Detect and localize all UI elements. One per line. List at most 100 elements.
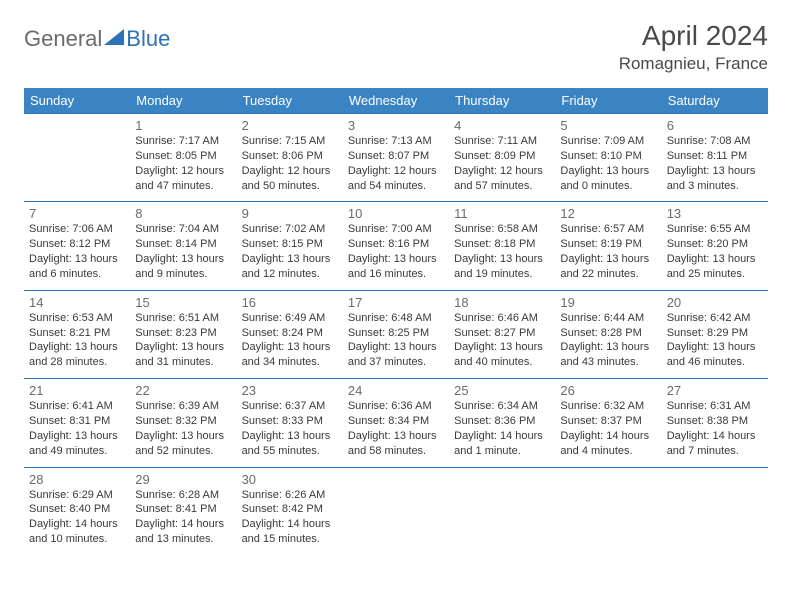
day-info: Sunrise: 6:41 AMSunset: 8:31 PMDaylight:… [29, 399, 125, 458]
day-number: 3 [348, 118, 444, 133]
day-info: Sunrise: 6:42 AMSunset: 8:29 PMDaylight:… [667, 311, 763, 370]
day-number: 15 [135, 295, 231, 310]
header: General Blue April 2024 Romagnieu, Franc… [24, 20, 768, 74]
weekday-header: Thursday [449, 88, 555, 114]
calendar-cell: 29Sunrise: 6:28 AMSunset: 8:41 PMDayligh… [130, 467, 236, 555]
day-info: Sunrise: 6:28 AMSunset: 8:41 PMDaylight:… [135, 488, 231, 547]
calendar-cell: 10Sunrise: 7:00 AMSunset: 8:16 PMDayligh… [343, 202, 449, 290]
calendar-cell: 7Sunrise: 7:06 AMSunset: 8:12 PMDaylight… [24, 202, 130, 290]
day-number: 28 [29, 472, 125, 487]
calendar-cell [24, 114, 130, 202]
day-number: 29 [135, 472, 231, 487]
day-info: Sunrise: 6:51 AMSunset: 8:23 PMDaylight:… [135, 311, 231, 370]
calendar-cell: 17Sunrise: 6:48 AMSunset: 8:25 PMDayligh… [343, 290, 449, 378]
day-number: 8 [135, 206, 231, 221]
day-info: Sunrise: 7:06 AMSunset: 8:12 PMDaylight:… [29, 222, 125, 281]
calendar-cell [343, 467, 449, 555]
title-block: April 2024 Romagnieu, France [619, 20, 768, 74]
day-number: 19 [560, 295, 656, 310]
day-info: Sunrise: 6:53 AMSunset: 8:21 PMDaylight:… [29, 311, 125, 370]
calendar-cell: 3Sunrise: 7:13 AMSunset: 8:07 PMDaylight… [343, 114, 449, 202]
day-number: 9 [242, 206, 338, 221]
day-number: 23 [242, 383, 338, 398]
day-info: Sunrise: 6:37 AMSunset: 8:33 PMDaylight:… [242, 399, 338, 458]
day-info: Sunrise: 6:57 AMSunset: 8:19 PMDaylight:… [560, 222, 656, 281]
calendar-week-row: 14Sunrise: 6:53 AMSunset: 8:21 PMDayligh… [24, 290, 768, 378]
day-number: 16 [242, 295, 338, 310]
calendar-cell: 26Sunrise: 6:32 AMSunset: 8:37 PMDayligh… [555, 379, 661, 467]
calendar-cell: 13Sunrise: 6:55 AMSunset: 8:20 PMDayligh… [662, 202, 768, 290]
calendar-cell: 5Sunrise: 7:09 AMSunset: 8:10 PMDaylight… [555, 114, 661, 202]
day-number: 18 [454, 295, 550, 310]
calendar-cell: 11Sunrise: 6:58 AMSunset: 8:18 PMDayligh… [449, 202, 555, 290]
calendar-cell: 15Sunrise: 6:51 AMSunset: 8:23 PMDayligh… [130, 290, 236, 378]
day-number: 4 [454, 118, 550, 133]
calendar-cell [662, 467, 768, 555]
calendar-week-row: 7Sunrise: 7:06 AMSunset: 8:12 PMDaylight… [24, 202, 768, 290]
calendar-cell: 16Sunrise: 6:49 AMSunset: 8:24 PMDayligh… [237, 290, 343, 378]
calendar-cell: 25Sunrise: 6:34 AMSunset: 8:36 PMDayligh… [449, 379, 555, 467]
weekday-header: Friday [555, 88, 661, 114]
calendar-cell: 14Sunrise: 6:53 AMSunset: 8:21 PMDayligh… [24, 290, 130, 378]
calendar-cell: 20Sunrise: 6:42 AMSunset: 8:29 PMDayligh… [662, 290, 768, 378]
day-number: 26 [560, 383, 656, 398]
day-info: Sunrise: 6:49 AMSunset: 8:24 PMDaylight:… [242, 311, 338, 370]
day-info: Sunrise: 7:13 AMSunset: 8:07 PMDaylight:… [348, 134, 444, 193]
day-info: Sunrise: 7:17 AMSunset: 8:05 PMDaylight:… [135, 134, 231, 193]
calendar-cell: 28Sunrise: 6:29 AMSunset: 8:40 PMDayligh… [24, 467, 130, 555]
weekday-header: Wednesday [343, 88, 449, 114]
page-title: April 2024 [619, 20, 768, 52]
day-number: 25 [454, 383, 550, 398]
weekday-header: Tuesday [237, 88, 343, 114]
day-info: Sunrise: 6:31 AMSunset: 8:38 PMDaylight:… [667, 399, 763, 458]
calendar-cell: 22Sunrise: 6:39 AMSunset: 8:32 PMDayligh… [130, 379, 236, 467]
calendar-cell: 9Sunrise: 7:02 AMSunset: 8:15 PMDaylight… [237, 202, 343, 290]
weekday-header-row: SundayMondayTuesdayWednesdayThursdayFrid… [24, 88, 768, 114]
day-number: 17 [348, 295, 444, 310]
calendar-cell [555, 467, 661, 555]
logo-triangle-icon [104, 29, 124, 50]
calendar-week-row: 1Sunrise: 7:17 AMSunset: 8:05 PMDaylight… [24, 114, 768, 202]
calendar-cell: 6Sunrise: 7:08 AMSunset: 8:11 PMDaylight… [662, 114, 768, 202]
day-number: 27 [667, 383, 763, 398]
calendar-cell: 12Sunrise: 6:57 AMSunset: 8:19 PMDayligh… [555, 202, 661, 290]
day-info: Sunrise: 7:11 AMSunset: 8:09 PMDaylight:… [454, 134, 550, 193]
day-number: 2 [242, 118, 338, 133]
day-number: 10 [348, 206, 444, 221]
day-number: 11 [454, 206, 550, 221]
day-number: 24 [348, 383, 444, 398]
weekday-header: Sunday [24, 88, 130, 114]
calendar-cell: 23Sunrise: 6:37 AMSunset: 8:33 PMDayligh… [237, 379, 343, 467]
day-info: Sunrise: 6:39 AMSunset: 8:32 PMDaylight:… [135, 399, 231, 458]
day-number: 21 [29, 383, 125, 398]
day-number: 14 [29, 295, 125, 310]
day-number: 20 [667, 295, 763, 310]
day-number: 12 [560, 206, 656, 221]
day-number: 5 [560, 118, 656, 133]
location-label: Romagnieu, France [619, 54, 768, 74]
calendar-cell: 8Sunrise: 7:04 AMSunset: 8:14 PMDaylight… [130, 202, 236, 290]
day-number: 1 [135, 118, 231, 133]
day-info: Sunrise: 7:15 AMSunset: 8:06 PMDaylight:… [242, 134, 338, 193]
day-info: Sunrise: 6:26 AMSunset: 8:42 PMDaylight:… [242, 488, 338, 547]
calendar-week-row: 28Sunrise: 6:29 AMSunset: 8:40 PMDayligh… [24, 467, 768, 555]
calendar-cell: 24Sunrise: 6:36 AMSunset: 8:34 PMDayligh… [343, 379, 449, 467]
calendar-table: SundayMondayTuesdayWednesdayThursdayFrid… [24, 88, 768, 555]
day-number: 13 [667, 206, 763, 221]
day-number: 30 [242, 472, 338, 487]
day-info: Sunrise: 7:04 AMSunset: 8:14 PMDaylight:… [135, 222, 231, 281]
day-number: 22 [135, 383, 231, 398]
logo: General Blue [24, 20, 170, 52]
day-info: Sunrise: 6:32 AMSunset: 8:37 PMDaylight:… [560, 399, 656, 458]
logo-text-blue: Blue [126, 26, 170, 52]
day-info: Sunrise: 6:44 AMSunset: 8:28 PMDaylight:… [560, 311, 656, 370]
day-info: Sunrise: 6:46 AMSunset: 8:27 PMDaylight:… [454, 311, 550, 370]
calendar-cell: 30Sunrise: 6:26 AMSunset: 8:42 PMDayligh… [237, 467, 343, 555]
day-number: 7 [29, 206, 125, 221]
day-info: Sunrise: 6:55 AMSunset: 8:20 PMDaylight:… [667, 222, 763, 281]
day-info: Sunrise: 6:58 AMSunset: 8:18 PMDaylight:… [454, 222, 550, 281]
weekday-header: Saturday [662, 88, 768, 114]
weekday-header: Monday [130, 88, 236, 114]
calendar-cell: 27Sunrise: 6:31 AMSunset: 8:38 PMDayligh… [662, 379, 768, 467]
calendar-cell: 4Sunrise: 7:11 AMSunset: 8:09 PMDaylight… [449, 114, 555, 202]
